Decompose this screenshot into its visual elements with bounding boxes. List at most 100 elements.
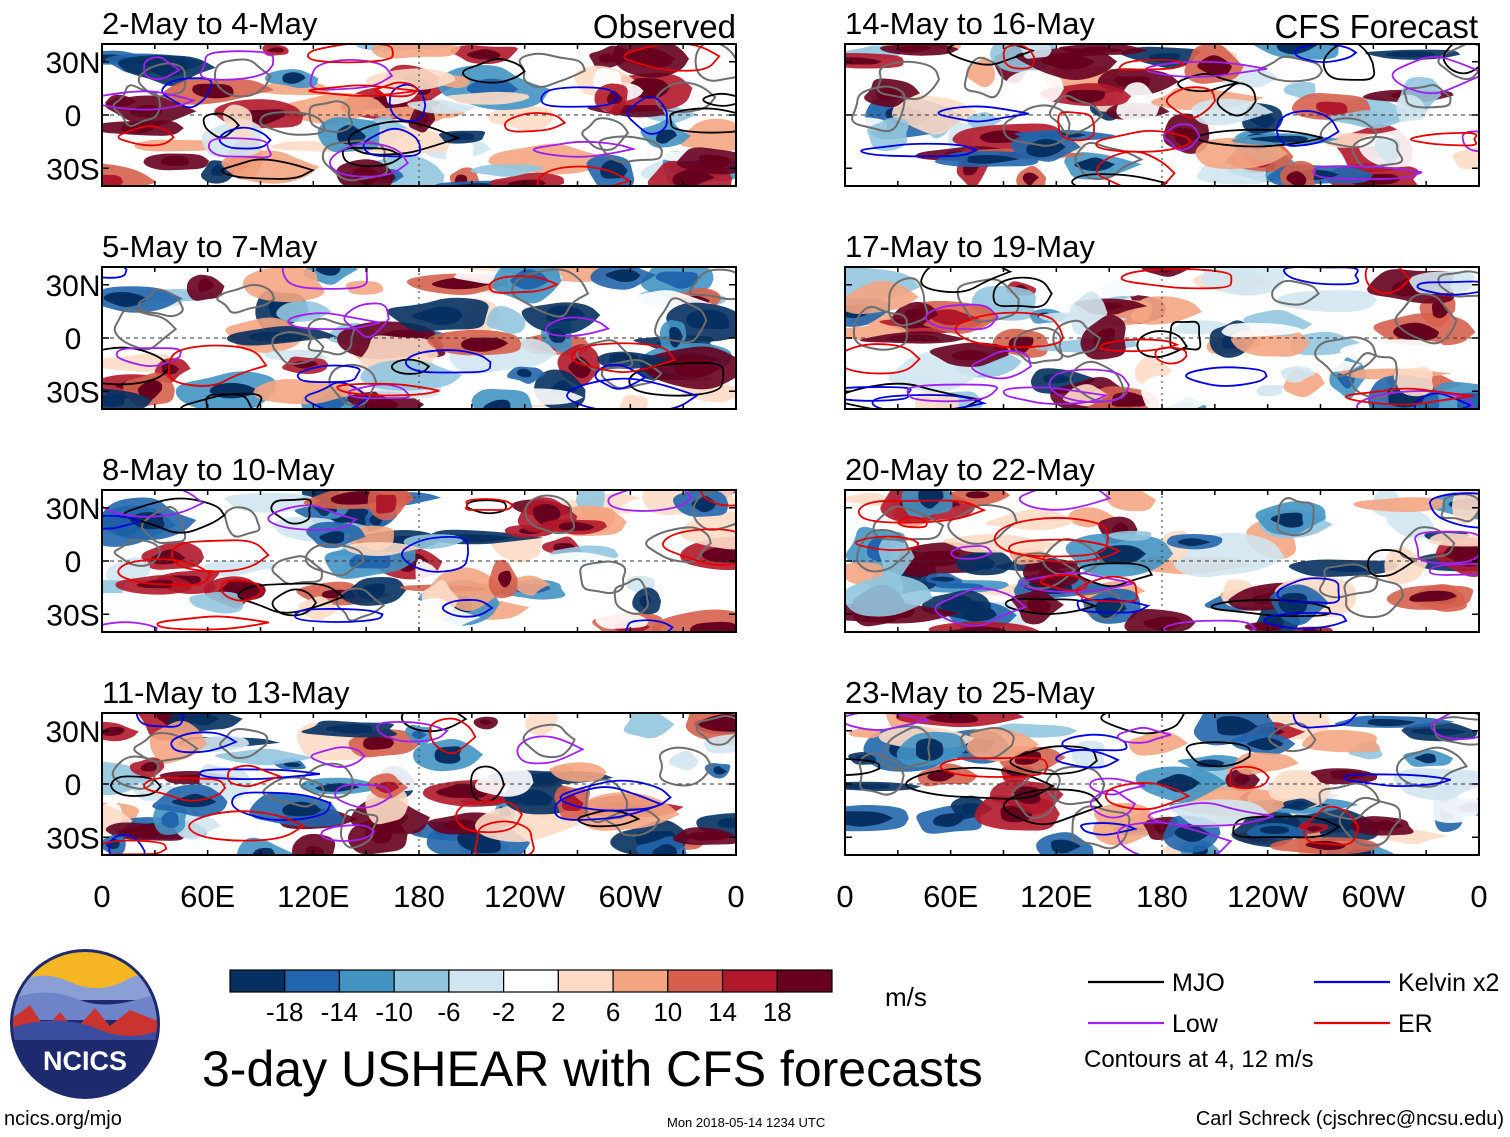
coastline	[524, 494, 576, 535]
y-tick-label: 30S	[46, 376, 99, 409]
colorbar-tick-label: -18	[266, 997, 304, 1027]
coastline	[1394, 292, 1458, 345]
coastline	[1348, 352, 1399, 400]
colorbar-swatch	[229, 969, 286, 993]
shear-cell-core	[412, 306, 463, 326]
shear-cell	[1330, 110, 1402, 126]
shear-cell	[669, 750, 699, 771]
shear-cell-core	[605, 269, 641, 283]
shear-cell-core	[845, 57, 882, 65]
contour-er	[662, 528, 736, 566]
contour-mjo	[179, 392, 263, 409]
contour-kelvin-x2	[102, 514, 142, 530]
contour-er	[1165, 86, 1216, 119]
shear-cell-core	[698, 714, 736, 732]
shear-cell	[595, 612, 649, 629]
legend-item-kelvin-x2: Kelvin x2	[1314, 969, 1499, 997]
contour-low	[320, 824, 376, 842]
contour-kelvin-x2	[553, 786, 664, 821]
shear-cell	[115, 581, 175, 625]
contour-mjo	[1009, 745, 1098, 775]
coastline	[133, 732, 199, 763]
shear-cell	[486, 305, 526, 334]
shear-cell-core	[434, 746, 462, 764]
shear-cell	[471, 388, 533, 409]
contour-er	[1229, 765, 1270, 790]
shear-field	[102, 44, 736, 186]
y-tick-label: 0	[65, 323, 82, 356]
shear-cell-core	[598, 53, 616, 63]
contour-low	[1089, 777, 1146, 796]
contour-er	[1095, 150, 1176, 186]
shear-cell	[1386, 509, 1434, 539]
shear-cell	[403, 534, 464, 549]
shear-cell	[619, 394, 648, 409]
shear-cell-core	[283, 762, 302, 768]
contour-low	[1430, 713, 1479, 740]
coastline	[113, 308, 178, 351]
shear-cell	[445, 139, 474, 166]
shear-cell-core	[702, 546, 736, 563]
x-tick-labels: 0 60E 120E 180 120W 60W 0 0 60E 120E 180 120W 60W 0	[93, 879, 1487, 914]
contour-kelvin-x2	[1185, 366, 1268, 387]
colorbar-swatch	[338, 969, 395, 993]
shear-cell	[1068, 507, 1116, 528]
contour-low	[376, 721, 449, 743]
coastline	[259, 111, 325, 136]
coastline	[956, 278, 1020, 323]
shear-cell	[489, 172, 564, 186]
shear-cell-core	[1410, 728, 1468, 736]
shear-cell-core	[933, 813, 965, 827]
legend-label: MJO	[1172, 969, 1225, 997]
coastline	[298, 762, 355, 799]
x-tick-label: 180	[393, 879, 445, 914]
coastline	[694, 44, 736, 82]
contour-low	[1002, 386, 1109, 405]
shear-cell-core	[137, 379, 163, 400]
shear-field	[102, 490, 736, 632]
shear-cell-core	[1255, 624, 1273, 630]
contour-er	[455, 800, 523, 834]
shear-cell-core	[319, 531, 345, 545]
contour-er	[1002, 44, 1036, 70]
shear-cell	[524, 713, 559, 736]
contour-mjo	[1004, 597, 1098, 615]
coastline	[579, 560, 627, 595]
coastline	[1276, 497, 1315, 537]
coastline	[692, 490, 736, 531]
shear-cell-core	[375, 781, 400, 794]
contour-low	[1048, 368, 1130, 403]
coastline	[1399, 526, 1456, 561]
contour-mjo	[1100, 713, 1186, 735]
coastline	[1271, 279, 1320, 306]
contour-er	[623, 44, 721, 72]
contour-mjo	[669, 107, 736, 134]
shear-cell-core	[510, 269, 550, 290]
shear-cell	[623, 713, 675, 739]
shear-cell	[1105, 490, 1157, 512]
contour-er	[536, 165, 632, 186]
shear-cell-core	[198, 277, 215, 292]
contour-mjo	[462, 58, 526, 84]
coastline	[1074, 141, 1144, 181]
contour-er	[227, 764, 283, 788]
coastline	[1437, 270, 1479, 298]
contour-kelvin-x2	[845, 386, 912, 402]
panel-title: 14-May to 16-May	[845, 6, 1095, 41]
colorbar: -18 -14 -10 -6 -2 2 6 10 14 18	[229, 969, 833, 1027]
contour-mjo	[1366, 549, 1415, 578]
shear-cell	[1276, 290, 1378, 313]
contour-kelvin-x2	[1263, 612, 1348, 630]
contour-kelvin-x2	[161, 77, 213, 109]
coastline	[1433, 716, 1479, 746]
shear-cell-core	[411, 730, 427, 739]
coastline	[1048, 94, 1104, 135]
shear-cell	[264, 349, 327, 361]
shear-cell	[1384, 546, 1428, 584]
colorbar-swatch	[776, 969, 833, 993]
shear-cell	[966, 58, 995, 88]
shear-cell-core	[918, 490, 944, 509]
contour-er	[168, 344, 268, 387]
